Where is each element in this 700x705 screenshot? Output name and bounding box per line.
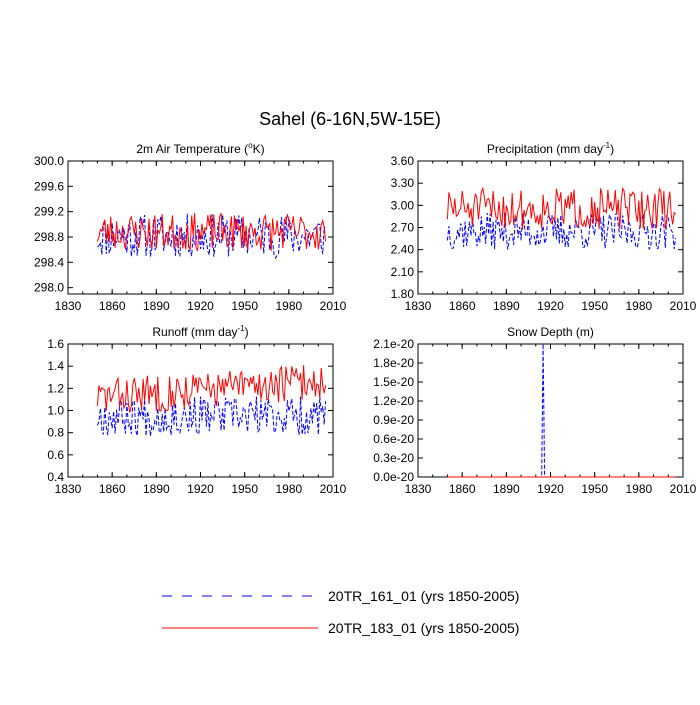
- plot-frame: [417, 343, 684, 478]
- x-tick-label: 1830: [405, 299, 432, 313]
- x-tick-label: 1950: [231, 482, 258, 496]
- y-tick-label: 0.9e-20: [373, 413, 414, 427]
- panel-title: Precipitation (mm day-1): [487, 141, 614, 156]
- legend: 20TR_161_01 (yrs 1850-2005) 20TR_183_01 …: [162, 588, 519, 636]
- y-tick-label: 299.2: [34, 205, 64, 219]
- y-tick-label: 299.6: [34, 179, 64, 193]
- y-tick-label: 1.2e-20: [373, 394, 414, 408]
- series-line-20TR_183_01: [96, 365, 327, 413]
- y-tick-label: 2.70: [391, 221, 415, 235]
- y-tick-label: 1.6: [47, 337, 64, 351]
- x-tick-label: 1920: [537, 299, 564, 313]
- y-tick-label: 3.30: [391, 176, 415, 190]
- y-tick-label: 1.0: [47, 404, 64, 418]
- x-tick-label: 2010: [670, 299, 697, 313]
- y-tick-label: 3.60: [391, 154, 415, 168]
- x-tick-label: 2010: [320, 299, 347, 313]
- x-tick-label: 1830: [55, 482, 82, 496]
- panel-title: Runoff (mm day-1): [152, 324, 248, 339]
- plot-frame: [67, 343, 334, 478]
- y-tick-label: 3.00: [391, 198, 415, 212]
- y-tick-label: 1.80: [391, 287, 415, 301]
- y-tick-label: 0.8: [47, 426, 64, 440]
- panel-runoff: Runoff (mm day-1) 1830 1860 1890 1920 1950 198…: [47, 324, 346, 496]
- x-tick-label: 1890: [493, 482, 520, 496]
- y-tick-label: 2.1e-20: [373, 337, 414, 351]
- panel-title: Snow Depth (m): [507, 325, 594, 339]
- y-tick-label: 0.6e-20: [373, 432, 414, 446]
- panel-air-temperature: 2m Air Temperature (oK) 1830 1860 1890 1920 1…: [34, 141, 347, 313]
- y-tick-label: 2.40: [391, 243, 415, 257]
- x-tick-label: 1950: [581, 299, 608, 313]
- x-tick-label: 1920: [187, 482, 214, 496]
- x-tick-label: 1860: [449, 482, 476, 496]
- x-tick-label: 1890: [143, 482, 170, 496]
- y-tick-label: 1.5e-20: [373, 375, 414, 389]
- x-tick-label: 1890: [143, 299, 170, 313]
- series-line-20TR_183_01: [446, 186, 676, 230]
- x-tick-label: 1950: [231, 299, 258, 313]
- y-tick-label: 298.4: [34, 255, 64, 269]
- x-tick-label: 1860: [99, 299, 126, 313]
- x-tick-label: 1980: [625, 482, 652, 496]
- series-line-20TR_161_01: [96, 396, 327, 437]
- legend-label-161: 20TR_161_01 (yrs 1850-2005): [328, 588, 519, 604]
- y-tick-label: 300.0: [34, 154, 64, 168]
- x-tick-label: 2010: [670, 482, 697, 496]
- x-tick-label: 1980: [275, 299, 302, 313]
- x-tick-label: 1920: [537, 482, 564, 496]
- series-line-20TR_161_01: [446, 211, 677, 251]
- panel-precipitation: Precipitation (mm day-1) 1830 1860 1890 1920…: [391, 141, 697, 313]
- y-tick-label: 298.0: [34, 281, 64, 295]
- y-tick-label: 1.8e-20: [373, 356, 414, 370]
- y-tick-label: 298.8: [34, 230, 64, 244]
- x-tick-label: 1830: [405, 482, 432, 496]
- x-tick-label: 1920: [187, 299, 214, 313]
- panel-title: 2m Air Temperature (oK): [136, 141, 264, 156]
- y-tick-label: 1.4: [47, 359, 64, 373]
- y-tick-label: 0.3e-20: [373, 451, 414, 465]
- x-tick-label: 1980: [625, 299, 652, 313]
- x-tick-label: 1890: [493, 299, 520, 313]
- panel-snow-depth: Snow Depth (m) 1830 1860 1890 1920 1950 1980 20…: [373, 325, 696, 496]
- series-line-20TR_183_01: [96, 212, 327, 252]
- x-tick-label: 1980: [275, 482, 302, 496]
- y-tick-label: 0.4: [47, 470, 64, 484]
- x-tick-label: 1860: [449, 299, 476, 313]
- x-tick-label: 1950: [581, 482, 608, 496]
- x-tick-label: 2010: [320, 482, 347, 496]
- x-tick-label: 1830: [55, 299, 82, 313]
- y-tick-label: 0.0e-20: [373, 470, 414, 484]
- series-line-20TR_161_01: [447, 343, 676, 478]
- x-tick-label: 1860: [99, 482, 126, 496]
- y-tick-label: 0.6: [47, 448, 64, 462]
- y-tick-label: 2.10: [391, 265, 415, 279]
- figure-title: Sahel (6-16N,5W-15E): [259, 109, 441, 129]
- y-tick-label: 1.2: [47, 381, 64, 395]
- legend-label-183: 20TR_183_01 (yrs 1850-2005): [328, 620, 519, 636]
